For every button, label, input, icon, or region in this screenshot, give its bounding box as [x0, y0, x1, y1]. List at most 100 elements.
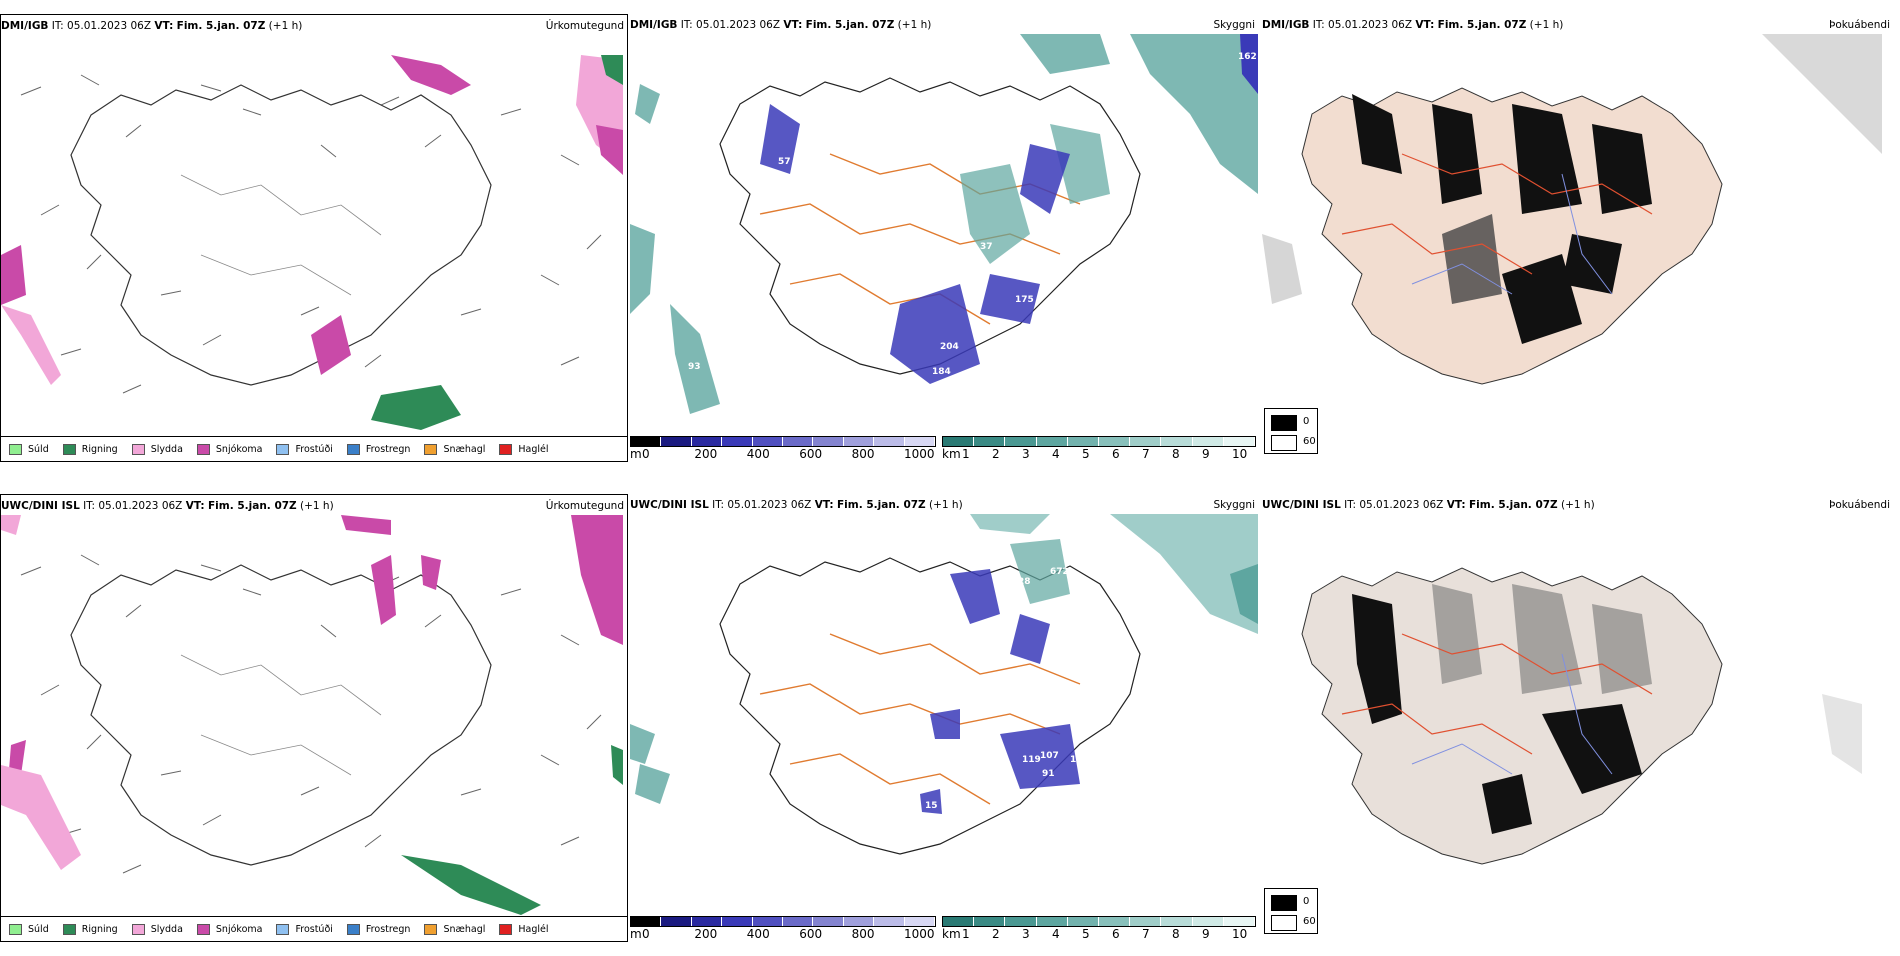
- colorbar-swatch: [943, 917, 975, 926]
- colorbar-swatches: [630, 916, 936, 927]
- model-name: UWC/DINI ISL: [630, 499, 709, 511]
- fog-legend: 0 60: [1264, 888, 1318, 934]
- fog-legend-low: 60: [1303, 916, 1316, 927]
- colorbar-swatch: [843, 437, 875, 446]
- valid-time-label: VT:: [814, 499, 834, 511]
- colorbar-tick-label: 1000: [904, 927, 935, 941]
- colorbar-tick-label: 3: [1022, 447, 1030, 461]
- panel-precip-type-top: DMI/IGB IT: 05.01.2023 06Z VT: Fim. 5.ja…: [0, 14, 628, 462]
- panel-visibility-bottom: UWC/DINI ISL IT: 05.01.2023 06Z VT: Fim.…: [630, 494, 1258, 956]
- wind-barbs: [20, 554, 602, 874]
- colorbar-tick-label: 7: [1142, 927, 1150, 941]
- visibility-map: 28 672 119 107 134 91 15: [630, 514, 1258, 855]
- legend-item: Snjókoma: [196, 443, 262, 455]
- iceland-outline: [70, 84, 492, 386]
- vis-label: 135: [780, 192, 799, 202]
- colorbar-swatch: [661, 437, 692, 446]
- colorbar-swatch: [1192, 917, 1224, 926]
- colorbar-tick-label: 600: [799, 447, 823, 461]
- model-name: DMI/IGB: [630, 19, 678, 31]
- legend-swatch-snjokoma: [196, 923, 210, 935]
- fog-legend-low-swatch: [1271, 435, 1297, 451]
- colorbar-ticks: km 1 2 3 4 5 6 7 8 9 10: [942, 927, 1256, 941]
- panel-header: DMI/IGB IT: 05.01.2023 06Z VT: Fim. 5.ja…: [630, 18, 1258, 32]
- init-time: IT: 05.01.2023 06Z: [1312, 19, 1413, 31]
- colorbar-tick-label: 200: [694, 447, 718, 461]
- colorbar-swatch: [1130, 917, 1162, 926]
- panel-fog-bottom: UWC/DINI ISL IT: 05.01.2023 06Z VT: Fim.…: [1262, 494, 1900, 956]
- vis-label: 119: [1022, 755, 1041, 765]
- legend-swatch-slydda: [131, 923, 145, 935]
- colorbar-tick-label: 4: [1052, 927, 1060, 941]
- field-name: Þokuábendi: [1829, 19, 1890, 31]
- precip-map: [1, 55, 623, 430]
- colorbar-swatch: [631, 917, 662, 926]
- colorbar-ticks: m 0 200 400 600 800 1000: [630, 447, 936, 461]
- field-name: Úrkomutegund: [545, 500, 624, 512]
- colorbar-tick-label: 200: [694, 927, 718, 941]
- cloud-base-colorbar: m 0 200 400 600 800 1000: [630, 436, 936, 461]
- colorbar-ticks: km 1 2 3 4 5 6 7 8 9 10: [942, 447, 1256, 461]
- colorbar-swatch: [1036, 437, 1068, 446]
- colorbar-swatch: [722, 917, 753, 926]
- valid-time-label: VT:: [1446, 499, 1466, 511]
- legend-item: Haglél: [499, 923, 549, 935]
- valid-time: Fim. 5.jan. 07Z: [1437, 19, 1527, 31]
- colorbar-swatch: [1130, 437, 1162, 446]
- cloud-base-colorbar: m 0 200 400 600 800 1000: [630, 916, 936, 941]
- legend-swatch-snaehagl: [424, 923, 438, 935]
- fog-legend-high-swatch: [1271, 895, 1297, 911]
- colorbar-swatch: [1223, 437, 1256, 446]
- init-time: IT: 05.01.2023 06Z: [680, 19, 781, 31]
- colorbar-swatch: [904, 437, 936, 446]
- vis-label: 184: [932, 367, 951, 377]
- legend-item: Rigning: [62, 923, 118, 935]
- visibility-labels: 140 162 57 138 135 37 175 31 204 184 324…: [688, 52, 1257, 409]
- valid-time-label: VT:: [1415, 19, 1435, 31]
- vis-label: 672: [1050, 567, 1069, 577]
- colorbar-unit: km: [942, 927, 961, 941]
- lead-time: (+1 h): [300, 500, 334, 512]
- visibility-colorbar: km 1 2 3 4 5 6 7 8 9 10: [942, 436, 1256, 461]
- colorbar-swatch: [813, 437, 844, 446]
- colorbar-swatch: [1161, 917, 1193, 926]
- colorbar-swatch: [783, 917, 814, 926]
- vis-label: 175: [1015, 295, 1034, 305]
- colorbar-unit: km: [942, 447, 961, 461]
- colorbar-unit: m: [630, 447, 642, 461]
- valid-time-label: VT:: [783, 19, 803, 31]
- legend-swatch-sud: [9, 923, 22, 935]
- valid-time: Fim. 5.jan. 07Z: [836, 499, 926, 511]
- valid-time: Fim. 5.jan. 07Z: [805, 19, 895, 31]
- colorbar-tick-label: 800: [851, 447, 875, 461]
- legend-swatch-frostudi: [276, 923, 290, 935]
- colorbar-swatch: [722, 437, 753, 446]
- vis-label: 138: [780, 175, 799, 185]
- fog-legend: 0 60: [1264, 408, 1318, 454]
- colorbar-swatch: [1099, 437, 1131, 446]
- legend-swatch-slydda: [131, 443, 145, 455]
- legend-item: Rigning: [62, 443, 118, 455]
- fog-map: [1301, 567, 1862, 865]
- field-name: Skyggni: [1213, 19, 1256, 31]
- legend-item: Snæhagl: [424, 923, 485, 935]
- legend-item: Slydda: [131, 923, 183, 935]
- colorbar-swatch: [1067, 917, 1100, 926]
- colorbar-tick-label: 400: [746, 447, 770, 461]
- colorbar-tick-label: 10: [1232, 927, 1248, 941]
- valid-time: Fim. 5.jan. 07Z: [207, 500, 297, 512]
- colorbar-tick-label: 1: [962, 447, 970, 461]
- legend-item: Súld: [9, 443, 49, 455]
- vis-label: 162: [1238, 52, 1257, 62]
- legend-swatch-frostregn: [346, 923, 360, 935]
- legend-swatch-rigning: [62, 923, 76, 935]
- colorbar-tick-label: 8: [1172, 927, 1180, 941]
- lead-time: (+1 h): [897, 19, 932, 31]
- colorbar-tick-label: 2: [992, 927, 1000, 941]
- colorbar-tick-label: 5: [1082, 447, 1090, 461]
- colorbar-swatch: [1223, 917, 1256, 926]
- colorbar-swatch: [752, 917, 784, 926]
- colorbar-tick-label: 600: [799, 927, 823, 941]
- colorbar-swatch: [691, 917, 723, 926]
- model-name: DMI/IGB: [1, 20, 49, 32]
